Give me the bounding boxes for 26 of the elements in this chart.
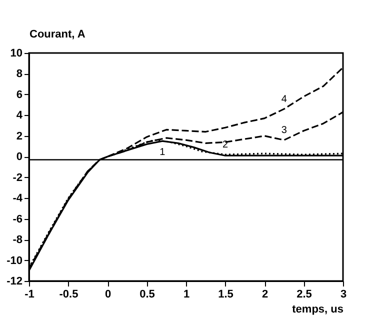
x-tick-label: 1.5 <box>218 288 234 300</box>
x-tick-label: -1 <box>24 288 34 300</box>
y-axis-title: Courant, A <box>30 28 86 40</box>
y-tick-label: -12 <box>6 276 22 288</box>
y-tick-label: 10 <box>10 48 22 60</box>
series-label: 1 <box>160 147 166 158</box>
y-tick-label: -4 <box>12 192 24 205</box>
y-tick-label: 6 <box>16 88 22 101</box>
x-tick-label: 0 <box>104 288 112 300</box>
x-tick-label: 1 <box>183 288 190 300</box>
y-tick-label: -10 <box>6 254 22 267</box>
y-tick-label: 4 <box>16 110 24 122</box>
series-label: 3 <box>281 125 288 136</box>
y-tick-label: 2 <box>16 130 22 142</box>
y-tick-label: -6 <box>12 213 22 226</box>
y-tick-label: -2 <box>12 172 22 184</box>
y-tick-label: 8 <box>16 68 22 80</box>
y-tick-label: 0 <box>16 151 22 164</box>
x-tick-label: -0.5 <box>59 288 78 300</box>
x-tick-label: 3 <box>340 288 347 300</box>
x-tick-label: 2.5 <box>296 288 312 300</box>
x-tick-label: 2 <box>262 288 268 300</box>
series-label: 4 <box>281 94 288 105</box>
y-tick-label: -8 <box>12 234 22 246</box>
x-axis-title: temps, us <box>292 304 344 316</box>
x-tick-label: 0.5 <box>140 288 155 300</box>
